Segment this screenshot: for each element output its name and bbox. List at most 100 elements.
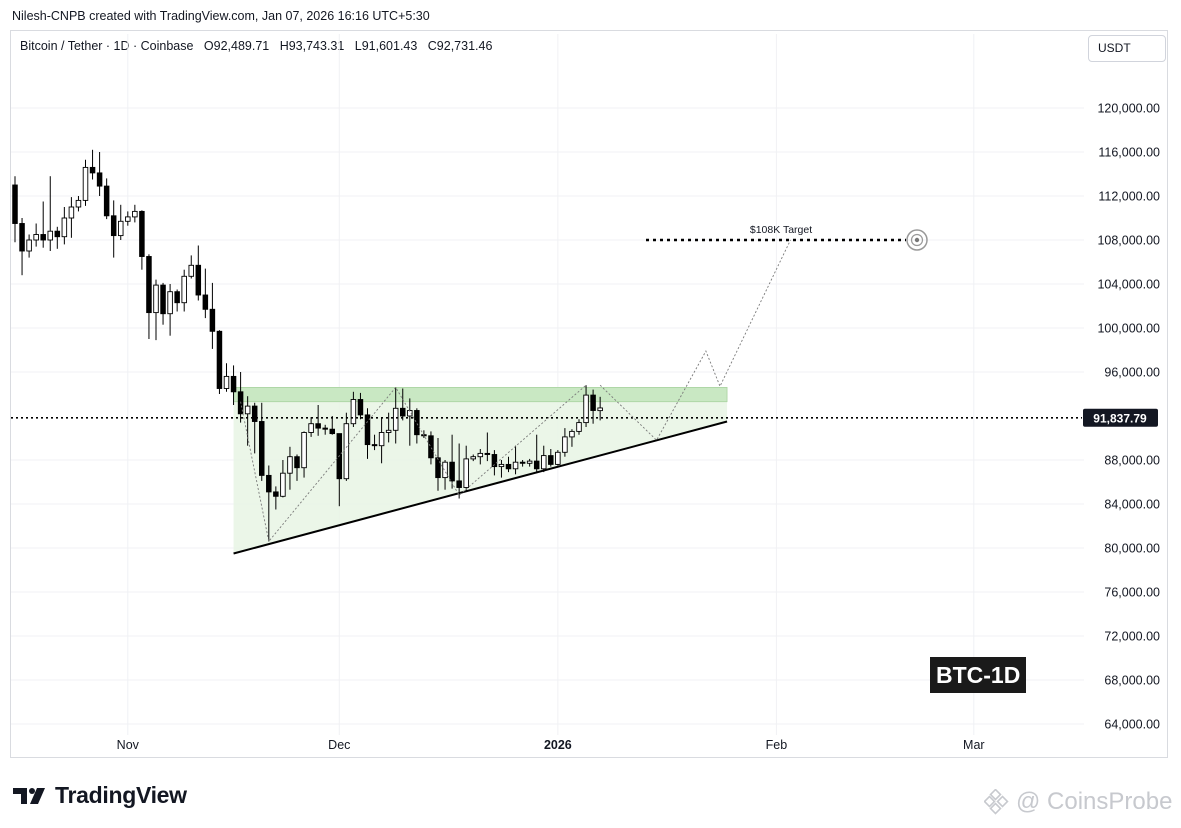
y-tick-label: 68,000.00 bbox=[1104, 674, 1160, 688]
y-tick-label: 116,000.00 bbox=[1098, 146, 1160, 160]
x-tick-label: Feb bbox=[766, 738, 788, 752]
candle-up bbox=[512, 461, 519, 470]
y-tick-label: 100,000.00 bbox=[1097, 322, 1160, 336]
candle-down bbox=[230, 375, 237, 393]
candle-up bbox=[287, 456, 293, 474]
ohlc-open: O92,489.71 bbox=[203, 39, 270, 53]
chart-frame bbox=[10, 30, 1168, 758]
candle-up bbox=[181, 275, 187, 304]
candle-down bbox=[89, 166, 96, 174]
candle-up bbox=[167, 291, 173, 315]
current-price-label: 91,837.79 bbox=[1093, 411, 1147, 425]
candle-down bbox=[202, 294, 209, 310]
candle-down bbox=[364, 414, 371, 446]
candle-up bbox=[350, 399, 357, 425]
candle-up bbox=[301, 432, 307, 469]
candle-down bbox=[54, 230, 61, 238]
candle-up bbox=[583, 394, 589, 424]
candle-down bbox=[484, 452, 491, 455]
current-price-tag-bg bbox=[1083, 408, 1158, 427]
ohlc-high: H93,743.31 bbox=[279, 39, 345, 53]
candle-down bbox=[590, 394, 596, 411]
y-tick-label: 120,000.00 bbox=[1097, 102, 1160, 116]
candle-down bbox=[435, 457, 441, 479]
y-tick-label: 96,000.00 bbox=[1104, 366, 1160, 380]
candle-up bbox=[82, 166, 89, 201]
candle-up bbox=[385, 429, 392, 433]
currency-button[interactable]: USDT bbox=[1088, 35, 1166, 62]
price-axis: 120,000.00 116,000.00 112,000.00 108,000.00… bbox=[1097, 102, 1160, 732]
x-tick-label: Mar bbox=[963, 738, 985, 752]
candle-down bbox=[12, 184, 18, 224]
candle-down bbox=[40, 234, 46, 241]
y-tick-label: 76,000.00 bbox=[1104, 586, 1160, 600]
candle-down bbox=[110, 215, 117, 237]
candle-down bbox=[160, 284, 166, 315]
candle-up bbox=[125, 216, 131, 222]
candles bbox=[12, 149, 603, 542]
y-tick-label: 64,000.00 bbox=[1104, 718, 1160, 732]
candle-up bbox=[308, 423, 314, 433]
candle-up bbox=[61, 217, 68, 238]
candle-down bbox=[266, 474, 272, 493]
target-annotation: $108K Target bbox=[646, 224, 928, 251]
candle-up bbox=[280, 472, 286, 497]
candle-down bbox=[315, 423, 321, 429]
ohlc-low: L91,601.43 bbox=[354, 39, 418, 53]
candle-down bbox=[329, 428, 336, 435]
candle-down bbox=[259, 421, 265, 476]
candle-up bbox=[477, 452, 484, 458]
candle-down bbox=[273, 491, 279, 497]
time-axis: Nov Dec 2026 Feb Mar bbox=[117, 738, 985, 752]
candle-up bbox=[244, 405, 251, 415]
y-tick-label: 80,000.00 bbox=[1104, 542, 1160, 556]
candle-down bbox=[146, 256, 152, 314]
x-tick-label: Dec bbox=[328, 738, 350, 752]
candle-up bbox=[223, 375, 230, 389]
tradingview-logo-icon bbox=[13, 787, 45, 804]
candle-down bbox=[505, 463, 512, 470]
x-tick-label: Nov bbox=[117, 738, 140, 752]
candle-down bbox=[209, 308, 216, 332]
candle-down bbox=[174, 291, 180, 304]
x-tick-label: 2026 bbox=[544, 738, 572, 752]
target-icon-dot bbox=[914, 237, 920, 243]
candle-down bbox=[139, 210, 145, 257]
candle-up bbox=[47, 230, 54, 241]
candle-down bbox=[456, 480, 462, 488]
candle-up bbox=[442, 461, 448, 479]
tradingview-logo[interactable]: TradingView bbox=[13, 782, 187, 809]
candle-up bbox=[117, 220, 124, 237]
candle-up bbox=[463, 458, 469, 488]
symbol-name[interactable]: Bitcoin / Tether · 1D · Coinbase bbox=[20, 39, 194, 53]
tradingview-brand: TradingView bbox=[55, 782, 187, 808]
ohlc-close: C92,731.46 bbox=[427, 39, 493, 53]
projected-path bbox=[599, 239, 791, 441]
candle-down bbox=[322, 427, 328, 430]
candle-down bbox=[414, 410, 420, 436]
candle-down bbox=[491, 454, 498, 468]
candle-down bbox=[371, 444, 378, 447]
candle-up bbox=[68, 206, 75, 219]
y-tick-label: 112,000.00 bbox=[1098, 190, 1160, 204]
candle-up bbox=[541, 455, 547, 470]
candle-down bbox=[103, 185, 110, 217]
candle-up bbox=[498, 463, 505, 468]
candle-down bbox=[519, 461, 526, 464]
candle-down bbox=[533, 460, 540, 470]
candle-up bbox=[562, 436, 568, 453]
candle-down bbox=[216, 330, 223, 389]
candle-up bbox=[392, 407, 399, 431]
candle-down bbox=[19, 223, 25, 252]
candle-up bbox=[33, 234, 39, 241]
candle-down bbox=[96, 172, 103, 187]
candle-up bbox=[576, 422, 582, 432]
watermark-text: @ CoinsProbe bbox=[1016, 788, 1173, 815]
candle-up bbox=[569, 430, 575, 438]
ascending-trendline bbox=[233, 420, 728, 555]
triangle-area bbox=[233, 401, 728, 554]
candle-up bbox=[526, 460, 533, 464]
target-icon-inner bbox=[910, 233, 924, 247]
candle-down bbox=[294, 456, 300, 469]
